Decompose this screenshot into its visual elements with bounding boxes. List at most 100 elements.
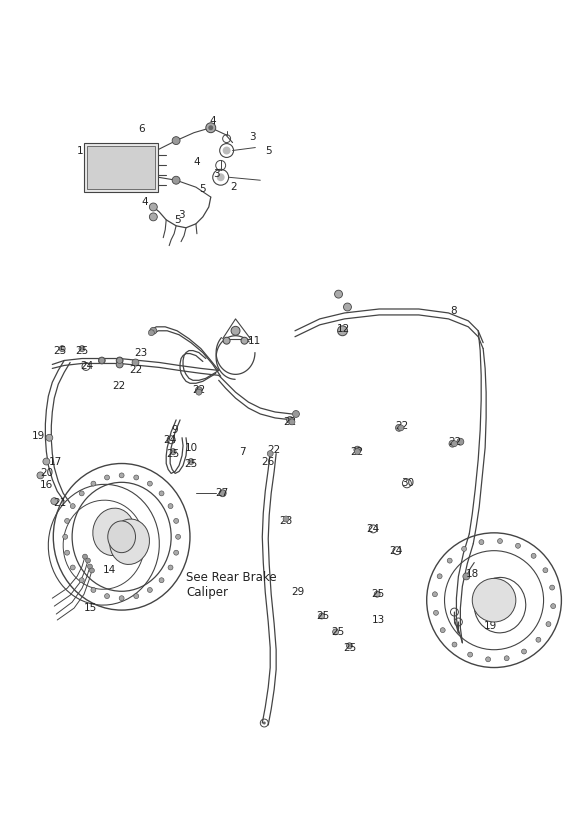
Circle shape [168, 565, 173, 570]
Circle shape [223, 147, 231, 154]
Circle shape [287, 416, 293, 424]
Bar [87, 146, 155, 190]
Circle shape [515, 543, 521, 548]
Circle shape [217, 173, 224, 181]
Circle shape [293, 410, 300, 418]
Text: 4: 4 [141, 197, 147, 207]
Circle shape [150, 327, 157, 335]
Text: 23: 23 [134, 348, 147, 358]
Text: 19: 19 [32, 431, 45, 441]
Circle shape [172, 137, 180, 144]
Circle shape [172, 176, 180, 185]
Ellipse shape [93, 508, 135, 555]
Text: 25: 25 [343, 643, 356, 653]
Circle shape [196, 389, 202, 396]
Text: 6: 6 [97, 169, 103, 180]
Circle shape [536, 637, 541, 642]
Circle shape [87, 564, 93, 569]
Circle shape [159, 578, 164, 583]
Circle shape [79, 578, 84, 583]
Circle shape [283, 516, 289, 522]
Circle shape [486, 657, 491, 662]
Text: 22: 22 [351, 447, 364, 456]
Circle shape [354, 448, 360, 455]
Circle shape [335, 290, 342, 298]
Circle shape [208, 125, 213, 130]
Circle shape [206, 123, 216, 133]
Text: 14: 14 [103, 565, 117, 575]
Circle shape [468, 652, 473, 657]
Circle shape [79, 345, 85, 352]
Text: 16: 16 [476, 589, 490, 599]
Circle shape [219, 489, 226, 497]
Circle shape [522, 649, 526, 654]
Circle shape [63, 534, 68, 539]
Text: 10: 10 [184, 442, 198, 452]
Circle shape [546, 621, 551, 626]
Circle shape [149, 330, 154, 335]
Text: 4: 4 [209, 116, 216, 126]
Text: 20: 20 [40, 468, 53, 479]
Text: 18: 18 [466, 569, 479, 579]
Circle shape [51, 498, 58, 504]
Circle shape [263, 722, 266, 724]
Circle shape [267, 451, 273, 456]
Text: 3: 3 [249, 132, 256, 142]
Text: 22: 22 [448, 437, 461, 447]
Circle shape [117, 358, 122, 363]
Text: 8: 8 [450, 306, 456, 316]
Circle shape [174, 550, 178, 555]
Text: 3: 3 [213, 169, 220, 180]
Circle shape [452, 642, 457, 647]
Circle shape [346, 643, 352, 648]
Text: 17: 17 [48, 456, 62, 466]
Circle shape [46, 434, 53, 441]
Circle shape [37, 472, 44, 479]
Ellipse shape [110, 519, 149, 564]
Circle shape [83, 554, 87, 559]
Circle shape [59, 345, 65, 352]
Text: 11: 11 [248, 335, 261, 346]
Circle shape [433, 592, 437, 597]
Text: 16: 16 [40, 480, 53, 490]
Circle shape [457, 438, 464, 445]
Circle shape [134, 593, 139, 598]
Text: 9: 9 [172, 425, 178, 435]
Circle shape [134, 475, 139, 480]
Circle shape [175, 534, 181, 539]
Circle shape [99, 357, 106, 364]
Circle shape [149, 213, 157, 221]
Text: 24: 24 [164, 435, 177, 445]
Text: 22: 22 [112, 382, 125, 391]
Circle shape [497, 539, 503, 544]
Circle shape [472, 578, 516, 622]
Circle shape [99, 358, 105, 363]
Text: 21: 21 [54, 499, 67, 508]
Text: 30: 30 [401, 478, 415, 489]
Circle shape [147, 481, 152, 486]
Circle shape [174, 518, 178, 523]
Circle shape [451, 441, 458, 447]
Circle shape [354, 446, 361, 453]
Text: 5: 5 [199, 184, 206, 194]
Text: 4: 4 [194, 157, 200, 167]
Circle shape [89, 568, 94, 573]
Circle shape [319, 613, 325, 619]
Text: 25: 25 [371, 589, 385, 599]
Circle shape [159, 491, 164, 496]
Circle shape [398, 425, 404, 431]
Circle shape [440, 628, 445, 633]
Text: 19: 19 [483, 621, 497, 631]
Circle shape [374, 592, 380, 597]
Ellipse shape [108, 521, 135, 553]
Circle shape [449, 440, 456, 447]
Circle shape [147, 588, 152, 592]
Circle shape [223, 337, 230, 344]
Circle shape [91, 481, 96, 486]
Circle shape [149, 203, 157, 211]
Text: 3: 3 [178, 210, 184, 220]
Text: 22: 22 [268, 445, 281, 455]
Circle shape [550, 585, 554, 590]
Text: 25: 25 [316, 611, 329, 621]
Circle shape [119, 596, 124, 601]
